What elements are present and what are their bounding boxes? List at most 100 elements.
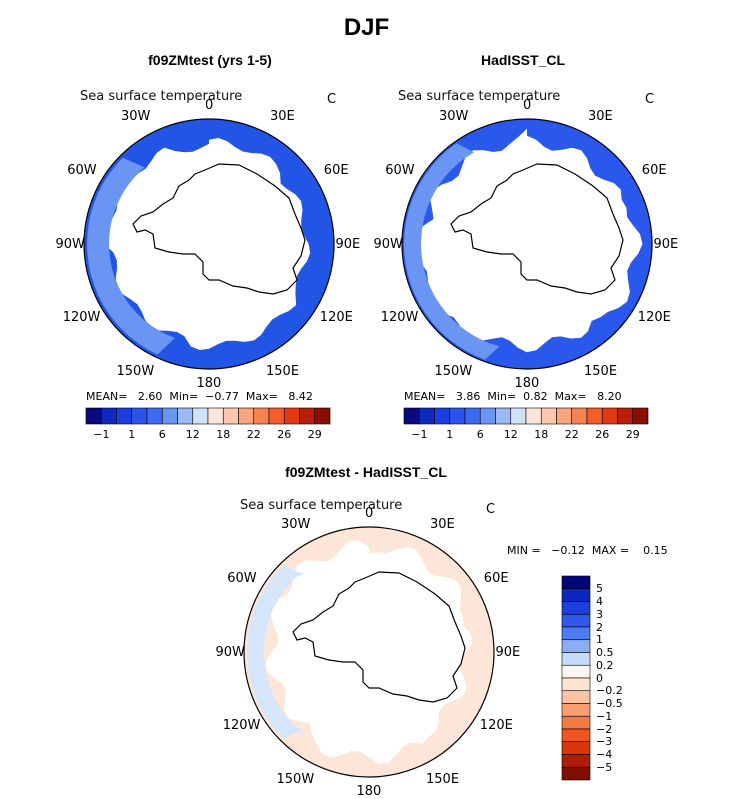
panel-3-colorbar-color-box-8 [561,664,591,679]
panel-1-colorbar-color-box-16 [314,407,331,425]
panel-3-colorbar-tick-label: 0.2 [596,658,614,672]
panel-3-colorbar-color-box-14 [561,741,591,755]
panel-3-units: C [486,502,496,517]
panel-2-antarctica-coastline [450,163,624,295]
panel-1-lon-label-90e: 90E [335,236,361,252]
panel-2-variable: Sea surface temperature [398,89,561,104]
panel-3-colorbar-color-box-16 [561,766,591,781]
panel-1-colorbar-tick-label: 6 [158,428,166,441]
panel-1-colorbar-tick-label: 26 [277,428,292,441]
panel-2-colorbar-tick-label: 6 [476,428,484,441]
panel-1-colorbar-tick-label: −1 [93,428,110,441]
panel-2-colorbar-tick-label: 18 [534,428,549,441]
panel-3-lon-label-30e: 30E [430,517,455,533]
panel-3-minmax: MIN = −0.12 MAX = 0.15 [507,544,668,557]
panel-2-lon-label-60w: 60W [385,163,415,178]
panel-2-lon-label-90w: 90W [373,236,403,252]
panel-2-mean: 3.86 [455,390,481,403]
panel-1-max: 8.42 [288,390,313,403]
panel-3-colorbar-tick-label: 0 [596,671,603,685]
panel-2-colorbar-tick-label: −1 [411,428,428,441]
panel-3-colorbar-tick-label: −5 [596,760,613,774]
panel-3-colorbar-tick-label: 1 [596,633,603,647]
panel-2-colorbar-color-box-16 [632,407,649,425]
panel-3-colorbar-tick-label: 5 [596,582,603,596]
panel-3-colorbar-color-box-15 [561,754,591,768]
figure-title: DJF [343,14,390,41]
panel-2-lon-label-90e: 90E [653,236,679,252]
panel-3-colorbar-color-box-4 [561,613,591,628]
panel-2-max-label: Max= [554,390,587,403]
panel-3-colorbar-color-box-6 [561,639,591,653]
panel-1-max-label: Max= [245,390,278,403]
panel-3-lon-label-150e: 150E [426,771,460,787]
panel-1-lon-label-0: 0 [205,97,214,113]
panel-2-lon-label-120w: 120W [380,310,419,325]
panel-1-colorbar-tick-label: 1 [128,428,136,441]
panel-3-map-border [243,526,495,778]
panel-3-lon-label-90e: 90E [495,644,521,660]
panel-1-mean-label: MEAN= [86,390,128,403]
panel-1-mean: 2.60 [137,390,163,403]
panel-3-colorbar-tick-label: 2 [596,620,603,634]
panel-2-lon-label-180: 180 [514,375,540,391]
panel-3-colorbar-color-box-10 [561,690,591,704]
panel-1-lon-label-30e: 30E [270,109,295,125]
panel-2-colorbar-tick-label: 26 [595,428,610,441]
panel-1-lon-label-60e: 60E [323,163,349,178]
panel-2-lon-label-60e: 60E [641,163,667,178]
panel-3-colorbar-color-box-7 [561,652,591,666]
panel-1-colorbar-tick-label: 22 [246,428,261,441]
panel-3-colorbar-color-box-3 [561,601,591,615]
panel-3-colorbar-color-box-2 [561,588,591,602]
panel-1-antarctica-coastline [132,163,306,295]
panel-3-lon-label-60e: 60E [483,571,509,586]
panel-3-colorbar-color-box-1 [561,575,591,590]
panel-2-map-border [401,118,653,370]
panel-2-max: 8.20 [597,390,622,403]
panel-1-stats: MEAN= 2.60 Min= −0.77 Max= 8.42 [86,390,313,403]
panel-2-lon-label-120e: 120E [637,310,671,325]
panel-3-lon-label-150w: 150W [276,771,315,787]
panel-3-colorbar-color-box-5 [561,626,591,641]
panel-3-colorbar-color-box-11 [561,703,591,717]
panel-2-lon-label-150e: 150E [584,363,618,379]
panel-3-colorbar-color-box-12 [561,715,591,730]
panel-2-min-label: Min= [487,390,517,403]
panel-3-lon-label-90w: 90W [215,644,245,660]
panel-3-colorbar-tick-label: −2 [596,722,613,736]
panel-2-colorbar-tick-label: 1 [446,428,454,441]
panel-3-lon-label-60w: 60W [227,571,257,586]
panel-1-lon-label-30w: 30W [121,109,151,125]
panel-3-colorbar-tick-label: −1 [596,709,613,723]
panel-1-lon-label-120e: 120E [319,310,353,325]
panel-3-variable: Sea surface temperature [240,498,403,513]
panel-2-colorbar-tick-label: 22 [564,428,579,441]
panel-1-colorbar-tick-label: 29 [307,428,322,441]
panel-2-mean-label: MEAN= [404,390,446,403]
panel-2-min: 0.82 [523,390,548,403]
panel-1-lon-label-120w: 120W [62,310,101,325]
panel-3-lon-label-180: 180 [356,783,382,799]
panel-1-colorbar-tick-label: 12 [185,428,200,441]
panel-1-min-label: Min= [169,390,199,403]
panel-1-lon-label-90w: 90W [55,236,85,252]
panel-3-colorbar-tick-label: 0.5 [596,646,614,659]
panel-3-ocean-background [244,527,494,777]
panel-2-colorbar [403,407,649,425]
panel-1-map-border [83,118,335,370]
panel-1-colorbar-tick-label: 18 [216,428,231,441]
panel-3-colorbar-color-box-9 [561,677,591,692]
panel-2-lon-label-150w: 150W [434,363,473,379]
panel-1-colorbar [85,407,331,425]
panel-3-colorbar-tick-label: −0.5 [596,697,623,710]
panel-2-lon-label-0: 0 [523,97,532,113]
panel-2-lon-label-30e: 30E [588,109,613,125]
panel-3-lon-label-30w: 30W [281,517,311,533]
panel-3-lon-label-120w: 120W [222,718,261,733]
panel-3-colorbar [561,575,591,781]
panel-3-colorbar-tick-label: −0.2 [596,684,623,698]
panel-2-units: C [645,92,655,107]
